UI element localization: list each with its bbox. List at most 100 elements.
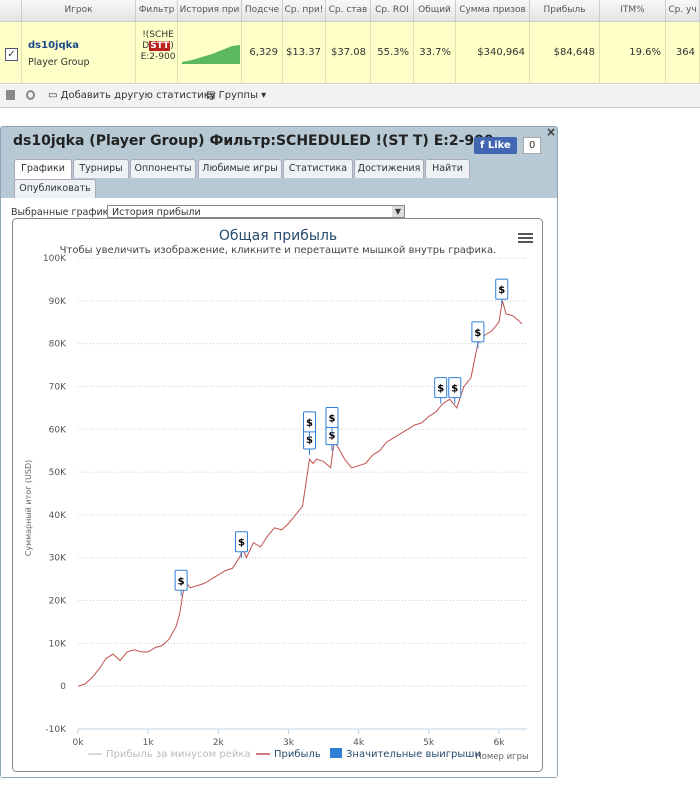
add-stats[interactable]: ▭ Добавить другую статистику <box>48 90 216 101</box>
column-header[interactable]: Ср. став <box>326 0 371 22</box>
player-cell <box>22 22 136 84</box>
refresh-icon[interactable] <box>26 90 35 100</box>
flag-box <box>234 531 248 553</box>
sparkline <box>182 45 240 64</box>
filter-text: !(SCHEDSTT)E:2-900 <box>138 30 178 63</box>
flag-label: $ <box>306 435 313 446</box>
chart-subtitle: Чтобы увеличить изображение, кликните и … <box>60 245 497 256</box>
like-text: Like <box>487 140 511 151</box>
x-tick-label: 5k <box>423 738 435 748</box>
stat-cell: $37.08 <box>326 22 371 84</box>
column-header[interactable]: Общий <box>414 0 456 22</box>
column-header[interactable]: Ср. уч <box>666 0 700 22</box>
x-axis-title: Номер игры <box>475 752 528 762</box>
like-button[interactable]: f Like <box>474 137 517 154</box>
legend-item[interactable]: Значительные выигрыши <box>330 748 481 760</box>
player-name[interactable]: ds10jqka <box>28 40 80 51</box>
like-count: 0 <box>523 137 542 154</box>
close-button[interactable]: × <box>546 125 557 139</box>
x-tick-label: 4k <box>353 738 365 748</box>
chart-select[interactable]: История прибыли ▼ <box>107 205 405 218</box>
stat-cell: 6,329 <box>242 22 283 84</box>
x-tick-label: 6k <box>493 738 505 748</box>
y-tick-label: 100K <box>43 254 67 264</box>
flag-label: $ <box>306 418 313 429</box>
panel-title: ds10jqka (Player Group) Фильтр:SCHEDULED… <box>13 133 494 149</box>
trash-icon[interactable] <box>6 90 15 100</box>
y-tick-label: 10K <box>49 639 67 649</box>
win-flag: $ <box>325 424 339 451</box>
tab[interactable]: Любимые игры <box>198 159 282 178</box>
stat-cell: 364 <box>666 22 700 84</box>
y-tick-label: -10K <box>45 725 67 735</box>
win-flag: $ <box>434 377 448 404</box>
sparkline-area <box>182 45 240 64</box>
win-flag: $ <box>303 411 317 438</box>
legend-item[interactable]: Прибыль <box>256 749 321 760</box>
row-checkbox[interactable]: ✓ <box>5 48 18 61</box>
column-header[interactable]: Прибыль <box>530 0 600 22</box>
tab[interactable]: Графики <box>14 159 72 179</box>
tab[interactable]: Турниры <box>73 159 129 178</box>
flag-box <box>174 569 188 591</box>
stat-cell: 55.3% <box>371 22 414 84</box>
flag-box <box>495 278 509 300</box>
win-flag: $ <box>448 377 462 404</box>
column-header[interactable]: Подсче <box>242 0 283 22</box>
flag-label: $ <box>328 431 335 442</box>
add-stats-text: Добавить другую статистику <box>60 90 216 101</box>
profit-line <box>77 300 523 687</box>
win-flag: $ <box>303 428 317 455</box>
column-header[interactable]: ITM% <box>600 0 666 22</box>
toolbar: ▭ Добавить другую статистику ▤ Группы ▾ <box>0 85 700 108</box>
stat-cell: $84,648 <box>530 22 600 84</box>
y-tick-label: 50K <box>49 468 67 478</box>
y-tick-label: 80K <box>49 340 67 350</box>
flag-box <box>471 321 485 343</box>
flag-box <box>434 377 448 399</box>
y-tick-label: 70K <box>49 382 67 392</box>
win-flag: $ <box>471 321 485 348</box>
column-header[interactable]: История при <box>178 0 242 22</box>
select-label: Выбранные графики: <box>11 207 118 218</box>
flag-box <box>303 411 317 433</box>
stat-cell: $340,964 <box>456 22 530 84</box>
filter-badge: STT <box>149 41 171 51</box>
flag-box <box>325 407 339 429</box>
column-header[interactable]: Ср. при! <box>283 0 326 22</box>
groups-text: Группы <box>218 90 258 101</box>
flag-label: $ <box>328 414 335 425</box>
x-tick-label: 2k <box>213 738 225 748</box>
stat-cell: 33.7% <box>414 22 456 84</box>
filter-pre: !(SCHED <box>142 30 174 51</box>
header-checkbox-cell <box>0 0 22 22</box>
column-header[interactable]: Игрок <box>22 0 136 22</box>
y-tick-label: 90K <box>49 297 67 307</box>
tab[interactable]: Опубликовать <box>14 179 96 198</box>
tab[interactable]: Найти <box>425 159 470 178</box>
legend-label: Прибыль <box>274 749 321 760</box>
groups[interactable]: ▤ Группы ▾ <box>206 90 267 101</box>
legend-label: Прибыль за минусом рейка <box>106 749 251 760</box>
legend-item[interactable]: Прибыль за минусом рейка <box>88 749 251 760</box>
flag-label: $ <box>474 328 481 339</box>
y-tick-label: 40K <box>49 511 67 521</box>
y-tick-label: 20K <box>49 597 67 607</box>
select-value: История прибыли <box>112 207 201 218</box>
flag-label: $ <box>178 576 185 587</box>
tab[interactable]: Оппоненты <box>130 159 196 178</box>
column-header[interactable]: Фильтр <box>136 0 178 22</box>
tab[interactable]: Статистика <box>283 159 353 178</box>
legend-swatch <box>330 748 342 758</box>
flag-label: $ <box>451 384 458 395</box>
column-header[interactable]: Сумма призов <box>456 0 530 22</box>
column-header[interactable]: Ср. ROI <box>371 0 414 22</box>
menu-icon[interactable] <box>518 233 533 243</box>
y-tick-label: 60K <box>49 425 67 435</box>
chart: Общая прибыль Чтобы увеличить изображени… <box>12 218 543 772</box>
tab[interactable]: Достижения <box>354 159 424 178</box>
stat-cell: $13.37 <box>283 22 326 84</box>
flag-label: $ <box>238 538 245 549</box>
x-tick-label: 0k <box>73 738 85 748</box>
y-tick-label: 0 <box>60 682 66 692</box>
